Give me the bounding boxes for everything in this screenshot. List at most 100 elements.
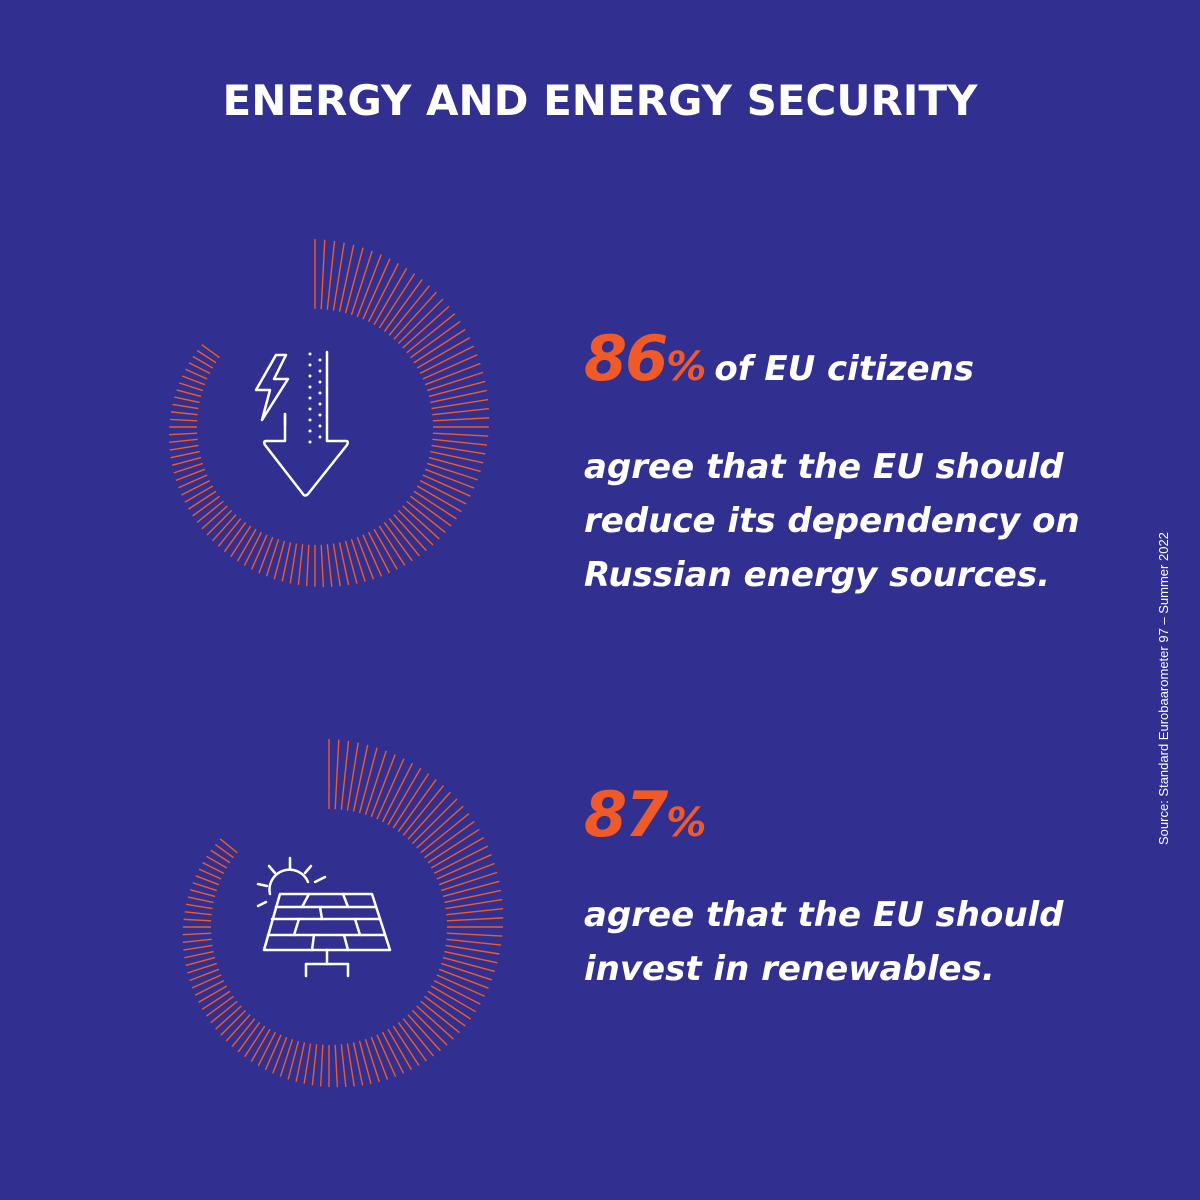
ring-tick [184, 950, 214, 959]
ring-tick [187, 962, 217, 974]
ring-tick [188, 362, 211, 375]
ring-tick [420, 1000, 460, 1034]
ring-tick [273, 540, 286, 580]
stat-86-description: agree that the EU should reduce its depe… [584, 440, 1144, 602]
ring-tick [442, 956, 496, 973]
ring-tick [264, 1034, 282, 1071]
stat-87-description: agree that the EU should invest in renew… [584, 888, 1144, 996]
ring-tick [446, 932, 503, 937]
ring-tick [373, 267, 408, 326]
ring-tick [338, 542, 350, 586]
solar-panel-icon [256, 856, 392, 978]
ring-tick [258, 536, 274, 574]
ring-tick [406, 313, 456, 354]
ring-tick [191, 974, 222, 989]
ring-tick [344, 247, 364, 314]
ring-tick [393, 291, 437, 340]
ring-tick [250, 1028, 271, 1062]
ring-tick [338, 244, 355, 312]
ring-tick [407, 1014, 441, 1052]
stat-86-lead: of EU citizens [714, 349, 975, 389]
ring-tick [441, 962, 493, 981]
ring-tick [183, 918, 212, 922]
ring-tick [424, 820, 475, 859]
ring-tick [442, 880, 500, 898]
ring-tick [387, 767, 422, 826]
ring-tick [185, 956, 216, 967]
ring-tick [393, 514, 427, 552]
ring-tick [350, 250, 373, 315]
ring-tick [416, 485, 462, 513]
stat-86-percent-sign: % [666, 344, 707, 390]
ring-tick [210, 849, 231, 864]
ring-tick [215, 1005, 242, 1030]
ring-tick [176, 389, 202, 398]
ring-tick [445, 898, 503, 910]
ring-tick [169, 444, 199, 451]
ring-tick [184, 485, 214, 503]
ring-tick [430, 389, 488, 404]
ring-tick [402, 1018, 435, 1057]
ring-tick [428, 380, 486, 398]
ring-tick [174, 396, 200, 404]
ring-tick [178, 382, 203, 392]
ring-tick [381, 1031, 405, 1074]
ring-tick [287, 1040, 300, 1080]
ring-tick [427, 371, 484, 392]
ring-tick [430, 985, 477, 1013]
ring-tick [332, 543, 341, 587]
ring-tick [419, 345, 475, 375]
ring-tick [205, 995, 234, 1017]
ring-tick [416, 337, 471, 369]
ring-tick [332, 242, 345, 311]
ring-tick [427, 462, 478, 481]
ring-tick [257, 1031, 277, 1067]
ring-tick [432, 438, 488, 446]
arrow-down-lightning-icon [254, 350, 350, 497]
ring-tick [362, 534, 383, 577]
ring-tick [436, 854, 492, 880]
ring-tick [198, 868, 222, 880]
ring-tick [194, 979, 225, 996]
stat-86-line-3: Russian energy sources. [584, 555, 1051, 595]
ring-tick [387, 1028, 412, 1070]
ring-tick [402, 505, 440, 540]
ring-tick [231, 1018, 256, 1048]
ring-tick [295, 1042, 306, 1082]
ring-tick [419, 479, 467, 505]
ring-tick [376, 758, 405, 820]
ring-tick [230, 525, 252, 558]
ring-tick [192, 355, 214, 369]
ring-tick [189, 889, 216, 898]
ring-tick [436, 974, 485, 997]
ring-tick [422, 474, 471, 497]
ring-tick [297, 544, 304, 586]
ring-tick [383, 522, 413, 562]
ring-tick [186, 903, 213, 910]
ring-tick [411, 1009, 448, 1046]
ring-tick [201, 505, 228, 530]
ring-tick [178, 474, 208, 489]
ring-tick [364, 1039, 380, 1083]
stat-87-heading: 87% [584, 778, 706, 851]
ring-tick [356, 536, 375, 580]
dotted-lines [308, 352, 322, 444]
ring-tick [198, 985, 228, 1003]
ring-tick [441, 871, 498, 892]
ring-tick [397, 1022, 427, 1062]
ring-tick [432, 408, 489, 416]
ring-tick [416, 805, 464, 849]
ring-tick [175, 468, 206, 482]
ring-tick [171, 456, 202, 466]
ring-tick [402, 785, 445, 836]
ring-tick [340, 1044, 347, 1088]
ring-tick [181, 479, 211, 496]
ring-tick [272, 1036, 288, 1074]
ring-tick [196, 500, 224, 524]
ring-tick [196, 349, 217, 364]
ring-tick [223, 522, 247, 553]
ring-tick [446, 938, 502, 946]
ring-tick [362, 258, 391, 320]
ring-tick [397, 298, 444, 345]
page-title: ENERGY AND ENERGY SECURITY [222, 76, 978, 125]
